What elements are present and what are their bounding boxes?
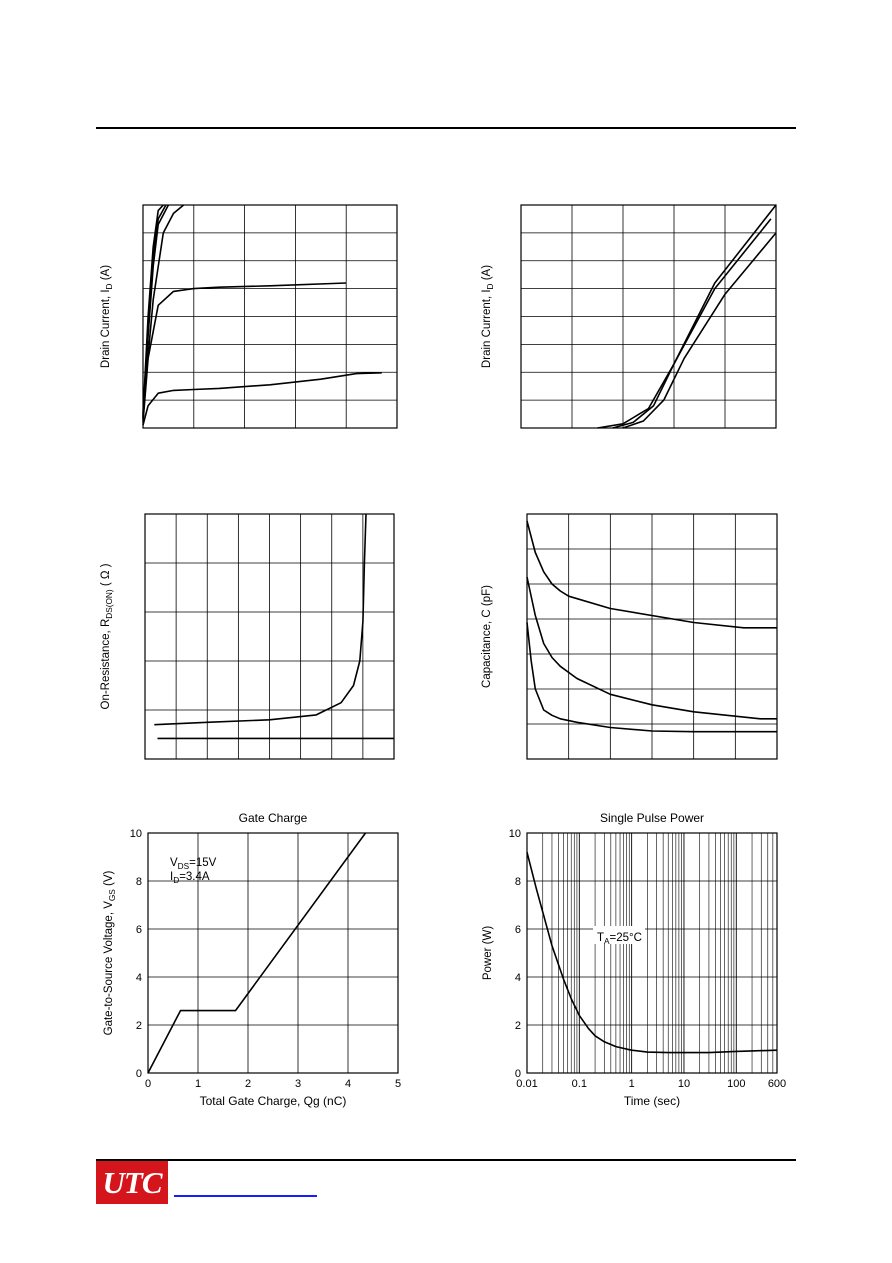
output-characteristics-chart: Drain Current, ID (A) bbox=[100, 204, 398, 429]
x-tick-label: 0 bbox=[145, 1078, 151, 1090]
transfer-characteristics-chart: Drain Current, ID (A) bbox=[481, 204, 777, 429]
y-tick-label: 8 bbox=[515, 876, 521, 888]
x-tick-label: 0.01 bbox=[516, 1078, 537, 1090]
y-axis-label: Capacitance, C (pF) bbox=[481, 585, 493, 688]
chart-title: Gate Charge bbox=[239, 811, 308, 825]
x-tick-label: 5 bbox=[395, 1078, 401, 1090]
x-tick-label: 1 bbox=[629, 1078, 635, 1090]
chart-title: Single Pulse Power bbox=[600, 811, 704, 825]
x-tick-label: 4 bbox=[345, 1078, 351, 1090]
y-tick-label: 0 bbox=[136, 1068, 142, 1080]
y-axis-label: Drain Current, ID (A) bbox=[481, 265, 495, 368]
series-line-2 bbox=[612, 218, 772, 429]
series-line-2 bbox=[526, 576, 777, 720]
on-resistance-chart: On-Resistance, RDS(ON) ( Ω ) bbox=[100, 513, 395, 760]
x-tick-label: 10 bbox=[678, 1078, 690, 1090]
x-axis-label: Total Gate Charge, Qg (nC) bbox=[200, 1094, 347, 1108]
y-tick-label: 6 bbox=[515, 924, 521, 936]
y-tick-label: 10 bbox=[509, 828, 521, 840]
y-axis-label: Gate-to-Source Voltage, VGS (V) bbox=[103, 870, 117, 1035]
gate-charge-chart: 0 1 2 3 4 5 0 2 4 6 8 10 Gate Charge Total Gate Charg… bbox=[103, 811, 401, 1108]
series-line-5 bbox=[142, 282, 347, 423]
y-tick-label: 2 bbox=[136, 1020, 142, 1032]
series-line-1 bbox=[597, 204, 777, 429]
x-tick-label: 3 bbox=[295, 1078, 301, 1090]
y-tick-label: 2 bbox=[515, 1020, 521, 1032]
x-tick-label: 0.1 bbox=[572, 1078, 587, 1090]
x-tick-label: 600 bbox=[768, 1078, 786, 1090]
y-axis-label: On-Resistance, RDS(ON) ( Ω ) bbox=[100, 563, 114, 709]
series-line-1 bbox=[147, 832, 367, 1074]
series-line-3 bbox=[526, 622, 777, 733]
x-tick-label: 100 bbox=[727, 1078, 745, 1090]
single-pulse-power-chart: 0.01 0.1 1 10 100 600 0 2 4 6 8 10 Single Pulse Powe… bbox=[482, 811, 786, 1108]
y-tick-label: 4 bbox=[515, 972, 521, 984]
series-line-1 bbox=[526, 852, 778, 1054]
y-axis-label: Drain Current, ID (A) bbox=[100, 265, 114, 368]
annotation-vds: VDS=15V bbox=[170, 857, 217, 871]
header-rule bbox=[96, 127, 796, 129]
annotation-ta: TA=25°C bbox=[597, 932, 642, 946]
y-tick-label: 8 bbox=[136, 876, 142, 888]
annotation-id: ID=3.4A bbox=[170, 871, 210, 885]
y-tick-label: 4 bbox=[136, 972, 142, 984]
y-tick-label: 10 bbox=[130, 828, 142, 840]
y-tick-label: 6 bbox=[136, 924, 142, 936]
capacitance-chart: Capacitance, C (pF) bbox=[481, 513, 778, 760]
y-axis-label: Power (W) bbox=[482, 926, 494, 980]
footer-rule bbox=[96, 1159, 796, 1161]
logo-text: UTC bbox=[102, 1164, 163, 1200]
series-line-6 bbox=[142, 372, 382, 426]
series-line-1 bbox=[526, 520, 777, 629]
x-tick-label: 1 bbox=[195, 1078, 201, 1090]
series-line-1 bbox=[154, 513, 367, 726]
plot-frame bbox=[526, 832, 778, 1074]
annotation-bg bbox=[593, 926, 645, 944]
series-line-3 bbox=[622, 232, 777, 429]
website-link[interactable] bbox=[174, 1195, 317, 1197]
x-axis-label: Time (sec) bbox=[624, 1094, 680, 1108]
y-tick-label: 0 bbox=[515, 1068, 521, 1080]
x-tick-label: 2 bbox=[245, 1078, 251, 1090]
utc-logo: UTC bbox=[96, 1161, 168, 1204]
